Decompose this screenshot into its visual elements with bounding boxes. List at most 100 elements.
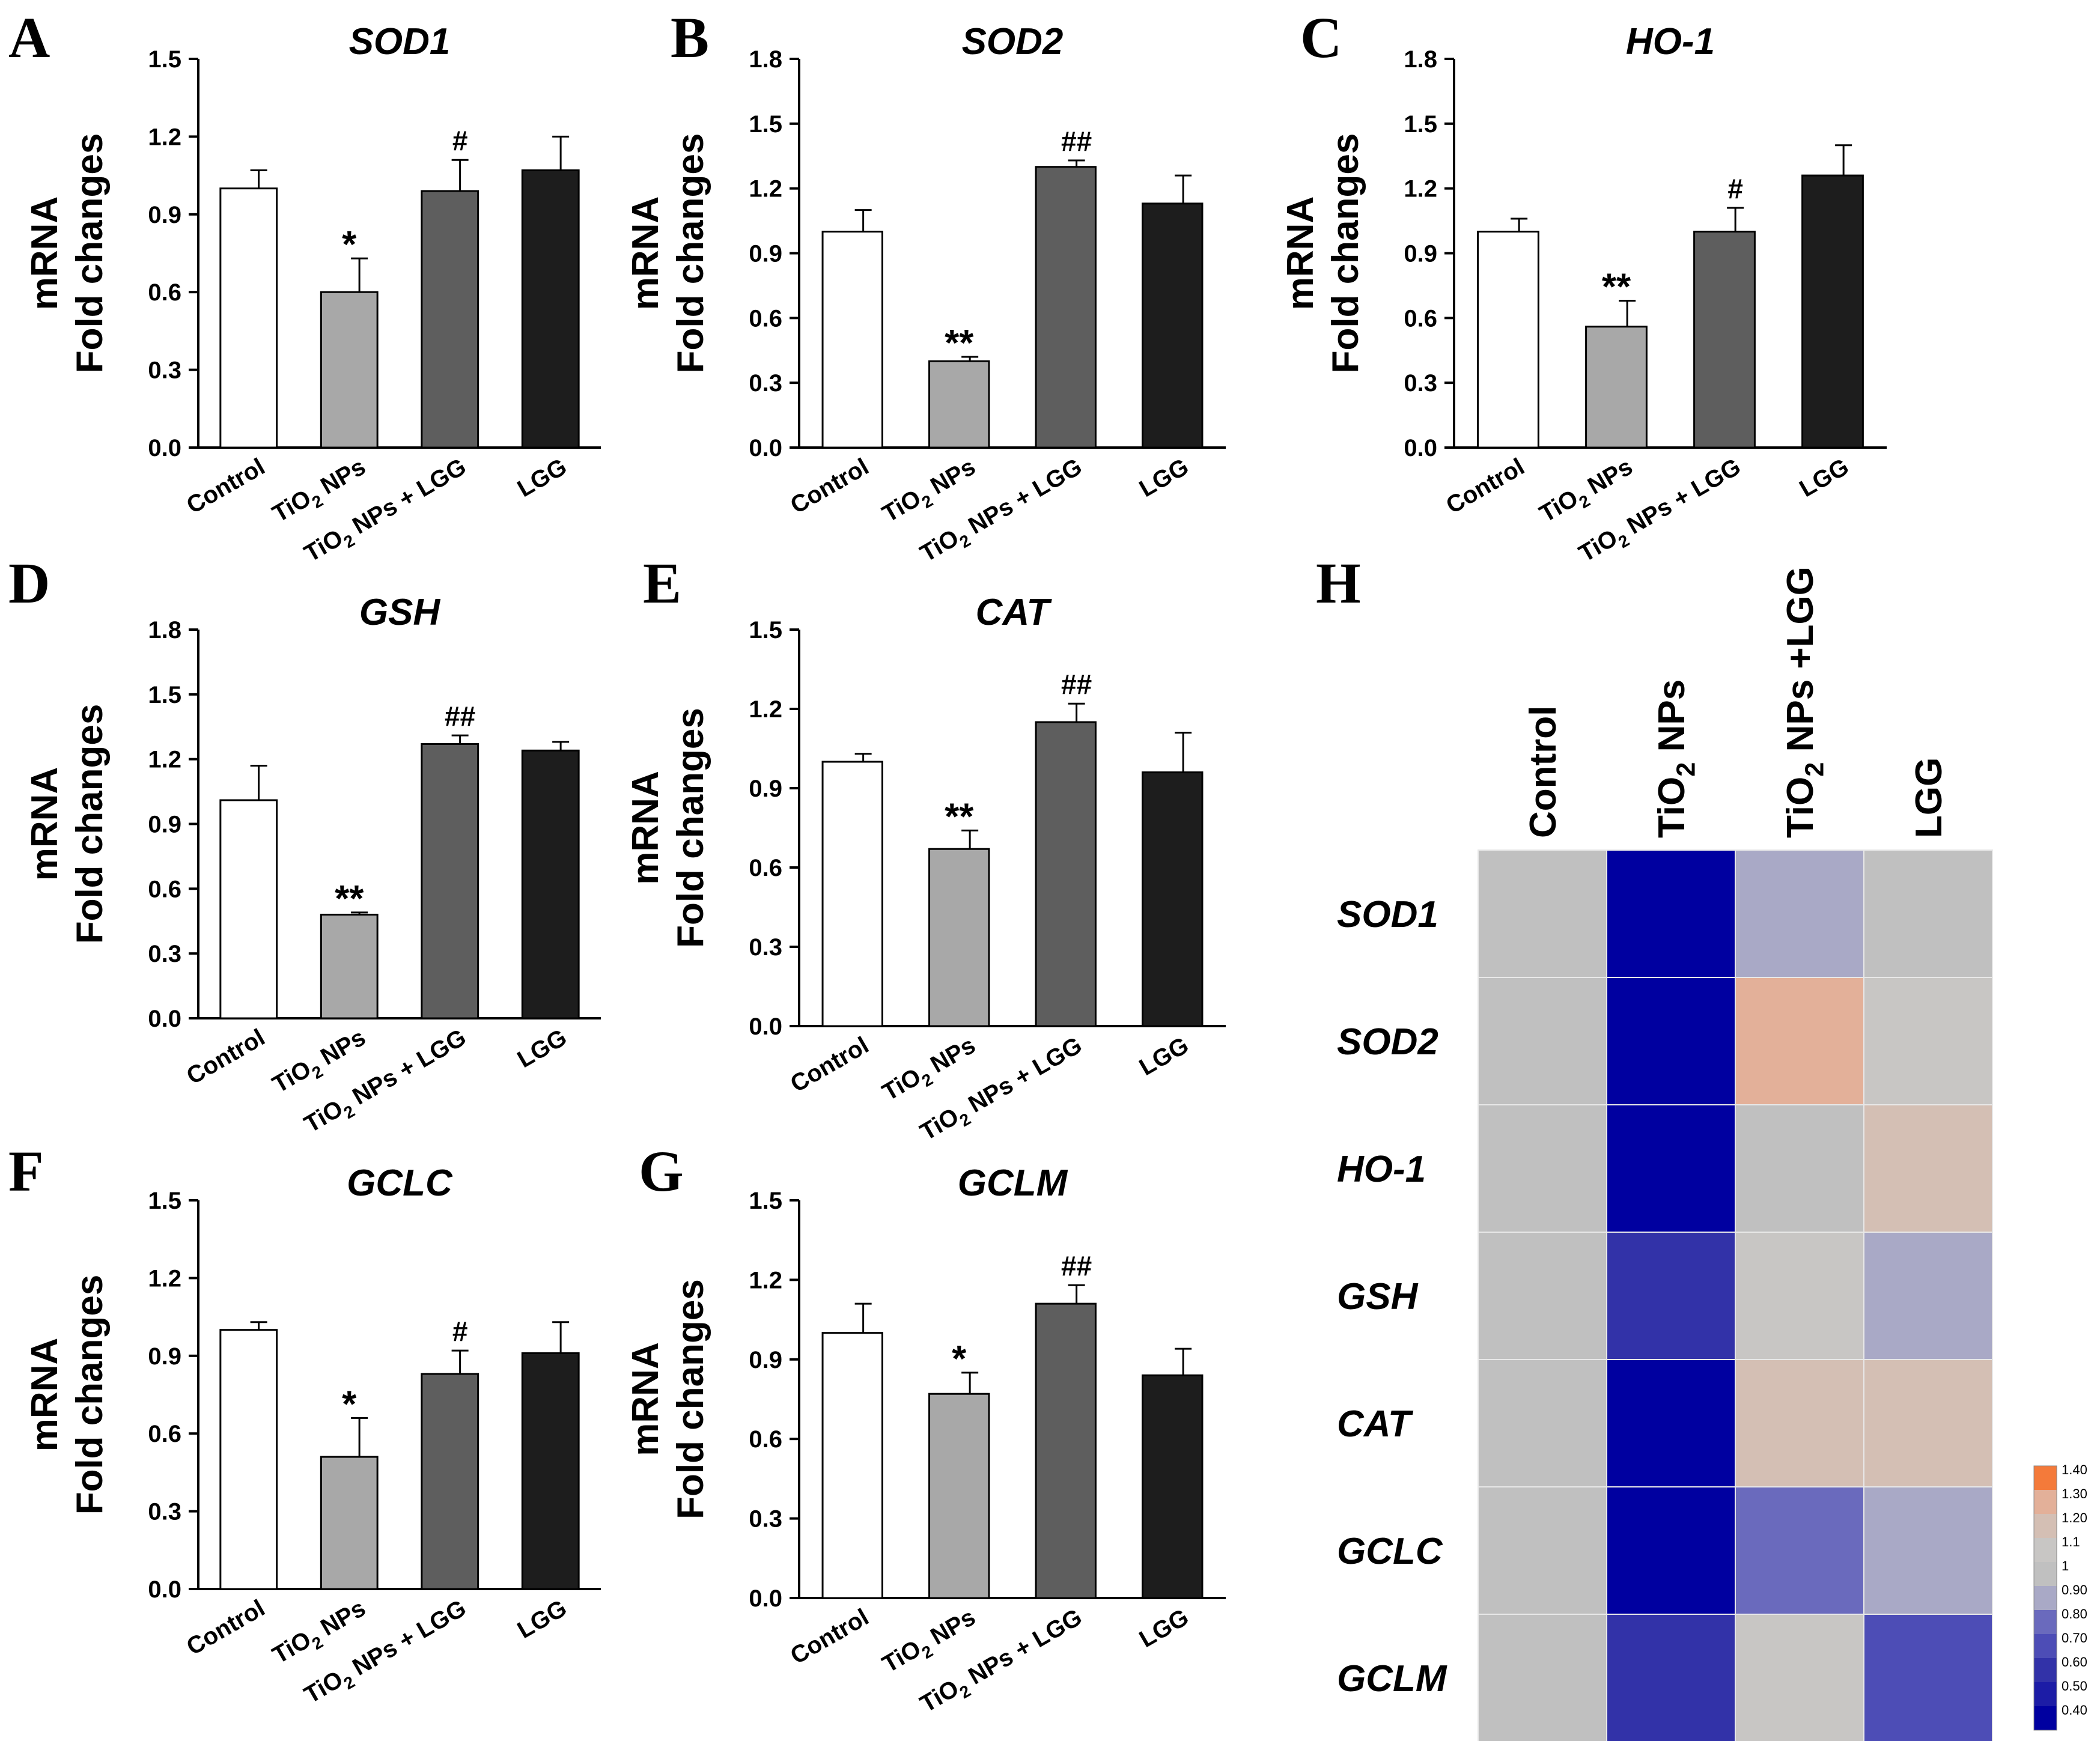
- bar-tio2-nps: [320, 913, 379, 1019]
- significance-marker: **: [945, 323, 974, 364]
- significance-marker: *: [342, 224, 357, 266]
- legend-tick-label: 1.20: [2062, 1510, 2087, 1525]
- bar-tio2-nps-lgg: [421, 190, 479, 449]
- y-axis-label: Fold changes: [69, 133, 111, 374]
- y-tick-label: 1.2: [148, 1265, 181, 1292]
- y-tick-label: 1.2: [148, 747, 181, 773]
- significance-marker: ##: [1061, 669, 1092, 700]
- heatmap-cell: [1478, 1486, 1607, 1615]
- x-category-label: Control: [786, 454, 873, 519]
- y-tick-label: 1.5: [148, 1188, 181, 1214]
- heatmap-column-label: Control: [1523, 706, 1564, 838]
- heatmap-row-label: SOD2: [1337, 1021, 1438, 1063]
- y-tick-label: 0.9: [749, 1347, 782, 1373]
- y-tick-label: 0.9: [749, 241, 782, 267]
- legend-tick-label: 0.40: [2062, 1703, 2087, 1718]
- heatmap-cell: [1478, 1232, 1607, 1360]
- y-tick-label: 1.8: [1404, 46, 1437, 73]
- y-axis-label: mRNA: [625, 196, 666, 310]
- y-tick-label: 1.5: [749, 617, 782, 643]
- heatmap-cell: [1478, 1104, 1607, 1233]
- heatmap-cell: [1735, 1614, 1864, 1741]
- y-tick-label: 1.2: [749, 176, 782, 202]
- y-tick-label: 1.5: [148, 682, 181, 708]
- x-category-label: Control: [786, 1032, 873, 1098]
- x-category-label: Control: [182, 1595, 269, 1660]
- heatmap-row-label: GCLC: [1337, 1531, 1443, 1572]
- x-category-label: Control: [182, 1024, 269, 1090]
- heatmap-cell: [1606, 1232, 1736, 1360]
- x-category-label: LGG: [513, 454, 571, 502]
- legend-swatch: [2034, 1562, 2057, 1586]
- y-tick-label: 1.2: [148, 124, 181, 150]
- legend-tick-label: 1: [2062, 1558, 2069, 1573]
- bar-control: [821, 1332, 883, 1599]
- panel-letter: G: [639, 1139, 684, 1203]
- bar-chart-e: E CAT 0.0 0.3 0.6 0.9 1.2 1.5 mRNA Fold changes Co…: [625, 551, 1226, 1146]
- heatmap-cell: [1478, 977, 1607, 1105]
- heatmap-cell: [1863, 1486, 1993, 1615]
- legend-tick-label: 0.50: [2062, 1679, 2087, 1694]
- legend-swatch: [2034, 1490, 2057, 1514]
- bar-tio2-nps-lgg: [1035, 166, 1097, 449]
- bar-control: [821, 231, 883, 449]
- x-category-label: LGG: [1795, 454, 1853, 502]
- panel-letter: D: [8, 551, 50, 615]
- bar-control: [821, 761, 883, 1027]
- heatmap-cell: [1606, 977, 1736, 1105]
- x-category-label: Control: [1441, 454, 1529, 519]
- bar-tio2-nps-lgg: [1035, 1302, 1097, 1599]
- y-tick-label: 0.3: [749, 370, 782, 397]
- y-axis-label: Fold changes: [69, 1275, 111, 1515]
- y-axis-label: mRNA: [24, 1338, 65, 1451]
- heatmap-row-label: HO-1: [1337, 1149, 1426, 1190]
- heatmap-cell: [1735, 1232, 1864, 1360]
- bar-tio2-nps: [320, 291, 379, 449]
- legend-tick-label: 0.90: [2062, 1582, 2087, 1597]
- y-tick-label: 0.9: [148, 812, 181, 838]
- y-tick-label: 1.5: [148, 46, 181, 73]
- legend-swatch: [2034, 1634, 2057, 1658]
- legend-swatch: [2034, 1682, 2057, 1706]
- heatmap-cell: [1478, 1359, 1607, 1487]
- y-tick-label: 0.3: [148, 1499, 181, 1525]
- legend-tick-label: 1.30: [2062, 1486, 2087, 1501]
- significance-marker: **: [1602, 267, 1631, 308]
- bar-tio2-nps: [928, 1393, 990, 1599]
- legend-tick-label: 1.40: [2062, 1462, 2087, 1477]
- significance-marker: #: [452, 125, 468, 156]
- legend-swatch: [2034, 1706, 2057, 1730]
- heatmap-row-label: SOD1: [1337, 894, 1438, 935]
- bar-control: [1477, 231, 1539, 449]
- heatmap-cell: [1863, 1104, 1993, 1233]
- heatmap-cell: [1735, 1104, 1864, 1233]
- panel-letter: B: [671, 5, 709, 70]
- heatmap-column-label: TiO2 NPs +LGG: [1780, 567, 1829, 838]
- y-axis-label: Fold changes: [670, 708, 711, 948]
- bar-tio2-nps: [320, 1456, 379, 1590]
- heatmap-h: H Control TiO2 NPs TiO2 NPs +LGG LGG SOD1 SOD2…: [1316, 551, 2087, 1741]
- y-tick-label: 0.0: [148, 1006, 181, 1032]
- panel-letter: E: [643, 551, 681, 615]
- legend-tick-label: 0.60: [2062, 1654, 2087, 1670]
- y-tick-label: 0.9: [148, 202, 181, 228]
- bar-chart-f: F GCLC 0.0 0.3 0.6 0.9 1.2 1.5 mRNA Fold changes C…: [8, 1139, 601, 1709]
- y-tick-label: 0.6: [749, 305, 782, 332]
- legend-swatch: [2034, 1538, 2057, 1562]
- bar-lgg: [521, 169, 580, 449]
- y-tick-label: 0.6: [148, 1421, 181, 1447]
- y-tick-label: 0.0: [749, 1013, 782, 1040]
- legend-swatch: [2034, 1466, 2057, 1490]
- heatmap-column-label: LGG: [1908, 758, 1950, 838]
- heatmap-cell: [1478, 1614, 1607, 1741]
- chart-title: SOD2: [962, 21, 1064, 62]
- significance-marker: ##: [445, 700, 475, 732]
- x-category-label: LGG: [513, 1024, 571, 1073]
- bar-tio2-nps-lgg: [1035, 721, 1097, 1027]
- heatmap-row-label: GSH: [1337, 1276, 1419, 1317]
- y-axis-label: Fold changes: [1325, 133, 1366, 374]
- y-axis-label: mRNA: [625, 1342, 666, 1456]
- y-tick-label: 0.3: [749, 1506, 782, 1533]
- bar-control: [219, 1329, 278, 1590]
